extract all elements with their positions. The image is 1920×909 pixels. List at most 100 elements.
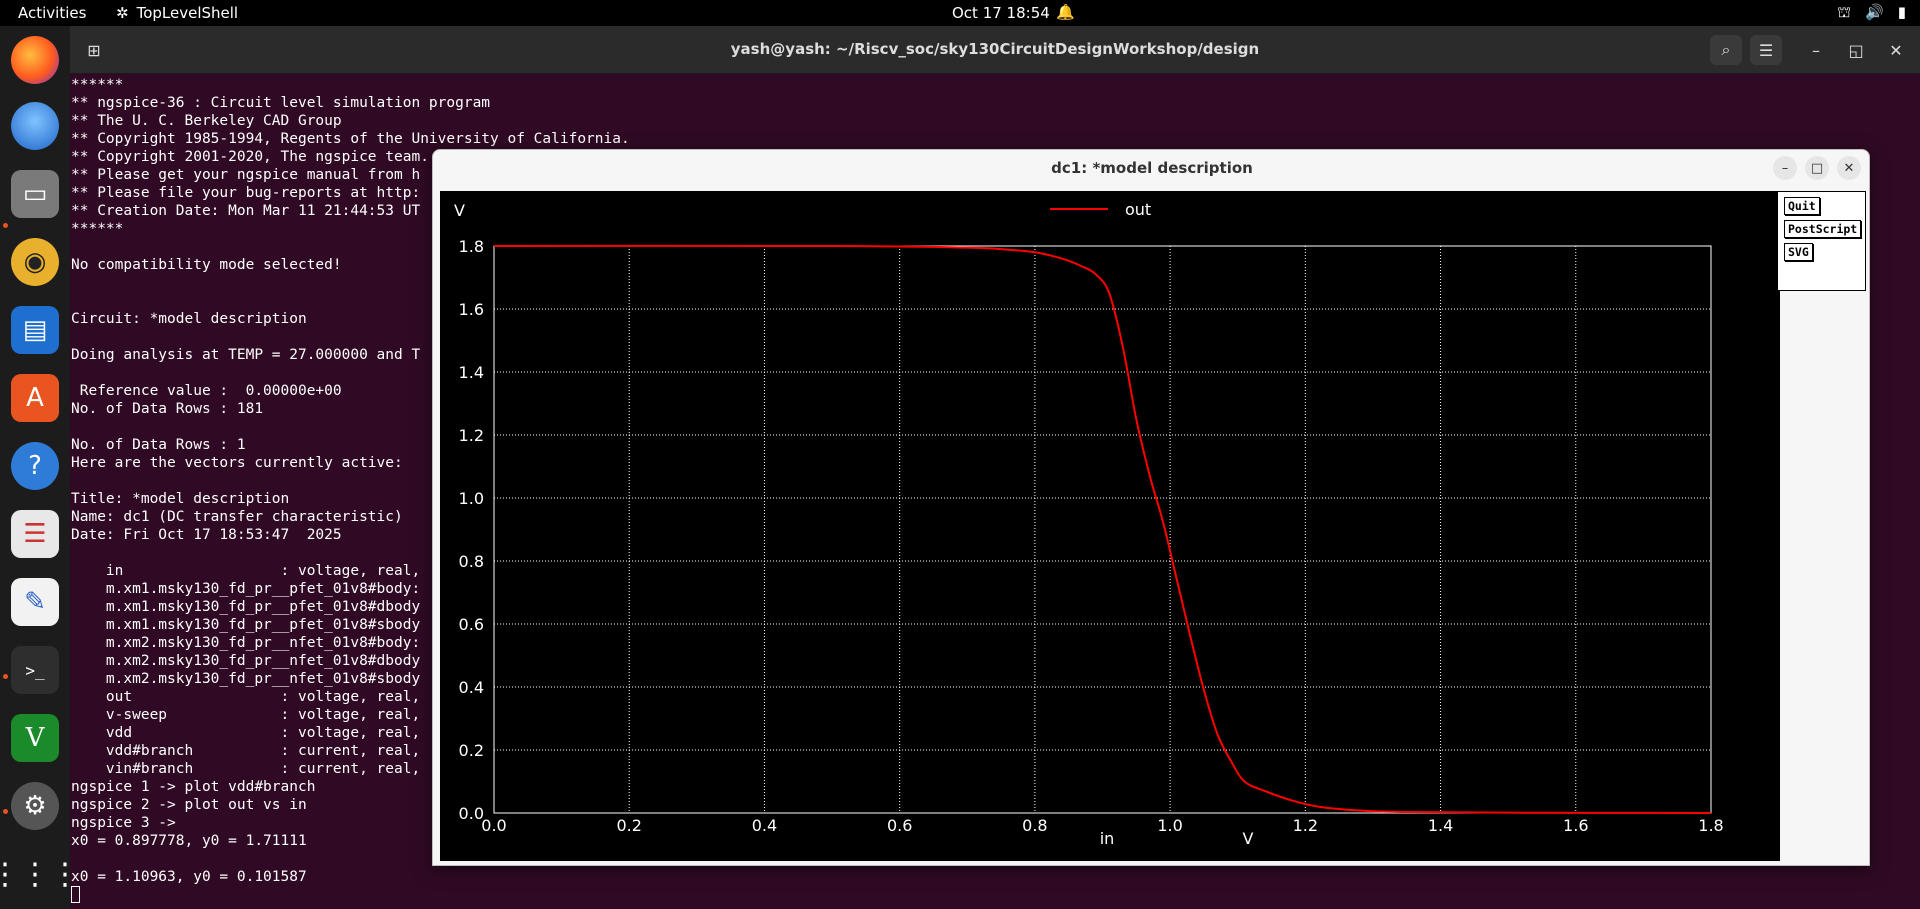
- firefox-icon[interactable]: [11, 36, 59, 84]
- y-axis-label: V: [454, 201, 465, 220]
- running-indicator: [3, 809, 8, 814]
- plot-area[interactable]: 0.0 0.2 0.4 0.6 0.8 1.0 1.2 1.4 1.6 1.8 0.0 0.2 0.4 0…: [440, 191, 1780, 861]
- quit-button[interactable]: Quit: [1784, 197, 1820, 215]
- terminal-line: Name: dc1 (DC transfer characteristic): [71, 509, 403, 525]
- terminal-output[interactable]: ****** ** ngspice-36 : Circuit level simu…: [71, 76, 1071, 903]
- y-tick-label: 1.6: [459, 300, 484, 319]
- maximize-icon[interactable]: □: [1805, 156, 1829, 180]
- terminal-line: ngspice 2 -> plot out vs in: [71, 797, 307, 813]
- x-axis-label: in: [1100, 829, 1115, 848]
- terminal-line: m.xm2.msky130_fd_pr__nfet_01v8#dbody: [71, 653, 421, 669]
- terminal-line: ** Copyright 2001-2020, The ngspice team…: [71, 149, 429, 165]
- vim-icon[interactable]: V: [11, 714, 59, 762]
- text-editor-icon[interactable]: ✎: [11, 578, 59, 626]
- rhythmbox-icon[interactable]: ◉: [11, 238, 59, 286]
- x-tick-label: 0.0: [481, 816, 506, 835]
- x-tick-label: 1.6: [1563, 816, 1588, 835]
- y-tick-label: 0.8: [459, 552, 484, 571]
- help-icon[interactable]: ?: [11, 442, 59, 490]
- terminal-line: ngspice 3 ->: [71, 815, 185, 831]
- running-indicator: [3, 674, 8, 679]
- y-tick-label: 0.4: [459, 678, 484, 697]
- terminal-line: ** Creation Date: Mon Mar 11 21:44:53 UT: [71, 203, 421, 219]
- menu-icon[interactable]: ☰: [1750, 35, 1782, 65]
- thunderbird-icon[interactable]: [11, 102, 59, 150]
- terminal-line: ngspice 1 -> plot vdd#branch: [71, 779, 316, 795]
- close-icon[interactable]: ✕: [1889, 40, 1903, 60]
- system-tray[interactable]: ⛫ 🔊 ▮: [1837, 3, 1906, 23]
- terminal-line: Circuit: *model description: [71, 311, 307, 327]
- legend-label: out: [1125, 200, 1151, 219]
- x-tick-label: 1.2: [1293, 816, 1318, 835]
- maximize-icon[interactable]: ◱: [1848, 40, 1864, 60]
- terminal-line: Title: *model description: [71, 491, 290, 507]
- battery-icon: ▮: [1897, 3, 1906, 21]
- chart[interactable]: 0.0 0.2 0.4 0.6 0.8 1.0 1.2 1.4 1.6 1.8 0.0 0.2 0.4 0…: [440, 191, 1780, 861]
- dock: ▭ ◉ ▤ A ? ☰ ✎ >_ V ⚙ ⋮⋮⋮: [0, 26, 80, 909]
- x-tick-label: 1.0: [1157, 816, 1182, 835]
- terminal-line: x0 = 0.897778, y0 = 1.71111: [71, 833, 307, 849]
- show-apps-icon[interactable]: ⋮⋮⋮: [0, 856, 80, 892]
- search-icon[interactable]: ⌕: [1710, 35, 1742, 65]
- terminal-line: out : voltage, real,: [71, 689, 421, 705]
- y-tick-label: 1.8: [459, 237, 484, 256]
- terminal-line: Reference value : 0.00000e+00: [71, 383, 342, 399]
- terminal-line: m.xm1.msky130_fd_pr__pfet_01v8#sbody: [71, 617, 421, 633]
- minimize-icon[interactable]: –: [1812, 40, 1820, 60]
- app-gear-icon: ✲: [116, 4, 129, 22]
- activities-button[interactable]: Activities: [18, 4, 87, 22]
- files-icon[interactable]: ▭: [11, 170, 59, 218]
- top-bar: Activities ✲ TopLevelShell Oct 17 18:54 …: [0, 0, 1920, 26]
- new-tab-icon[interactable]: ⊞: [87, 40, 101, 60]
- terminal-line: Doing analysis at TEMP = 27.000000 and T: [71, 347, 421, 363]
- terminal-line: ******: [71, 221, 124, 237]
- postscript-button[interactable]: PostScript: [1784, 220, 1862, 238]
- running-indicator: [3, 223, 8, 228]
- terminal-line: ** ngspice-36 : Circuit level simulation…: [71, 95, 491, 111]
- terminal-line: m.xm2.msky130_fd_pr__nfet_01v8#sbody: [71, 671, 421, 687]
- y-tick-label: 1.0: [459, 489, 484, 508]
- close-icon[interactable]: ✕: [1837, 156, 1861, 180]
- document-viewer-icon[interactable]: ☰: [11, 510, 59, 558]
- y-tick-label: 1.4: [459, 363, 484, 382]
- terminal-line: m.xm1.msky130_fd_pr__pfet_01v8#body:: [71, 581, 421, 597]
- notification-icon[interactable]: 🔔: [1056, 3, 1075, 21]
- terminal-line: v-sweep : voltage, real,: [71, 707, 421, 723]
- x-tick-label: 0.6: [887, 816, 912, 835]
- terminal-line: Date: Fri Oct 17 18:53:47 2025: [71, 527, 342, 543]
- terminal-line: ** The U. C. Berkeley CAD Group: [71, 113, 342, 129]
- x-tick-label: 0.4: [752, 816, 777, 835]
- plot-window-title: dc1: *model description: [1051, 159, 1253, 177]
- svg-button[interactable]: SVG: [1784, 243, 1813, 261]
- plot-window[interactable]: dc1: *model description – □ ✕ 0.0 0.2 0.4 0…: [432, 149, 1870, 866]
- terminal-line: ******: [71, 77, 124, 93]
- terminal-line: in : voltage, real,: [71, 563, 421, 579]
- plot-frame: [493, 245, 1712, 814]
- terminal-icon[interactable]: >_: [11, 646, 59, 694]
- terminal-line: No. of Data Rows : 181: [71, 401, 264, 417]
- minimize-icon[interactable]: –: [1773, 156, 1797, 180]
- y-tick-label: 1.2: [459, 426, 484, 445]
- app-menu[interactable]: ✲ TopLevelShell: [116, 4, 238, 22]
- clock[interactable]: Oct 17 18:54: [952, 4, 1050, 22]
- terminal-line: vdd#branch : current, real,: [71, 743, 421, 759]
- terminal-title: yash@yash: ~/Riscv_soc/sky130CircuitDesi…: [730, 40, 1260, 58]
- terminal-line: vdd : voltage, real,: [71, 725, 421, 741]
- terminal-line: m.xm1.msky130_fd_pr__pfet_01v8#dbody: [71, 599, 421, 615]
- y-tick-label: 0.0: [459, 804, 484, 823]
- terminal-line: m.xm2.msky130_fd_pr__nfet_01v8#body:: [71, 635, 421, 651]
- y-tick-label: 0.6: [459, 615, 484, 634]
- network-icon: ⛫: [1837, 3, 1852, 21]
- terminal-line: vin#branch : current, real,: [71, 761, 421, 777]
- y-tick-label: 0.2: [459, 741, 484, 760]
- terminal-line: ** Copyright 1985-1994, Regents of the U…: [71, 131, 630, 147]
- x-tick-label: 0.2: [616, 816, 641, 835]
- app-center-icon[interactable]: A: [11, 374, 59, 422]
- settings-icon[interactable]: ⚙: [11, 782, 59, 830]
- x-tick-label: 1.8: [1698, 816, 1723, 835]
- terminal-line: No. of Data Rows : 1: [71, 437, 246, 453]
- writer-icon[interactable]: ▤: [11, 306, 59, 354]
- volume-icon: 🔊: [1865, 3, 1884, 21]
- series-line-out: [493, 244, 1712, 814]
- terminal-line: x0 = 1.10963, y0 = 0.101587: [71, 869, 307, 885]
